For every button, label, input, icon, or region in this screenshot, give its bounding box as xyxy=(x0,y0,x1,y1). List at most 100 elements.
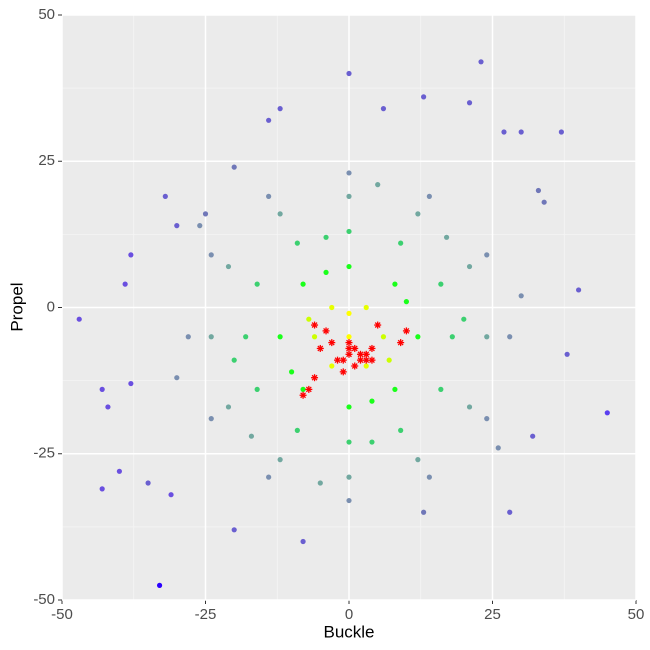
point xyxy=(392,281,398,287)
x-axis-title: Buckle xyxy=(323,622,374,641)
point xyxy=(604,410,610,416)
highlight-point xyxy=(345,350,353,358)
x-tick-label: -25 xyxy=(195,606,217,623)
point xyxy=(507,509,513,515)
point xyxy=(415,457,421,463)
star-stroke xyxy=(311,374,318,381)
point xyxy=(398,427,404,433)
point xyxy=(277,334,283,340)
point xyxy=(116,468,122,474)
point xyxy=(346,474,352,480)
highlight-point xyxy=(362,350,370,358)
point xyxy=(398,240,404,246)
star-stroke xyxy=(340,357,347,364)
star-stroke xyxy=(397,339,404,346)
highlight-point xyxy=(339,368,347,376)
star-stroke xyxy=(363,351,370,358)
point xyxy=(225,404,232,410)
point xyxy=(346,170,352,176)
star-stroke xyxy=(328,339,335,346)
star-stroke xyxy=(374,322,381,328)
star-stroke xyxy=(305,386,312,393)
point xyxy=(346,228,352,235)
point xyxy=(254,281,260,287)
point xyxy=(306,316,312,322)
point xyxy=(426,474,432,480)
point xyxy=(231,164,237,170)
point xyxy=(317,480,323,486)
point xyxy=(346,310,352,316)
point xyxy=(501,129,507,135)
point xyxy=(323,269,329,275)
point xyxy=(266,193,272,199)
point xyxy=(243,334,249,340)
y-tick-label: 25 xyxy=(38,152,55,169)
point xyxy=(466,263,473,270)
point xyxy=(156,582,163,588)
point xyxy=(484,252,490,258)
star-stroke xyxy=(340,368,347,375)
point xyxy=(277,211,283,217)
point xyxy=(466,404,473,410)
highlight-point xyxy=(316,344,324,352)
point xyxy=(202,211,209,217)
point xyxy=(484,416,490,422)
point xyxy=(76,316,82,322)
point xyxy=(128,252,134,258)
point xyxy=(375,182,381,188)
point xyxy=(380,334,387,340)
point xyxy=(346,70,352,77)
y-tick-label: -50 xyxy=(33,591,55,608)
highlight-point xyxy=(368,344,376,352)
point xyxy=(541,199,547,205)
star-stroke xyxy=(317,345,324,352)
highlight-point xyxy=(356,356,364,364)
star-stroke xyxy=(334,357,341,364)
point xyxy=(294,240,300,246)
point xyxy=(277,457,283,463)
star-stroke xyxy=(357,357,364,364)
point xyxy=(386,357,392,363)
point xyxy=(346,497,352,504)
point xyxy=(346,334,352,340)
point xyxy=(300,281,306,287)
point xyxy=(300,538,306,545)
point xyxy=(495,445,501,451)
point xyxy=(363,304,369,311)
point xyxy=(225,263,232,270)
point xyxy=(461,316,467,322)
point xyxy=(231,357,237,363)
star-stroke xyxy=(369,345,375,352)
point xyxy=(415,211,421,217)
point xyxy=(421,509,427,515)
point xyxy=(346,193,352,199)
point xyxy=(421,94,427,100)
point xyxy=(346,263,352,270)
point xyxy=(518,129,524,135)
point xyxy=(99,486,105,492)
point xyxy=(564,351,570,357)
star-stroke xyxy=(351,345,358,352)
star-stroke xyxy=(403,327,410,334)
point xyxy=(415,334,421,340)
y-axis-title: Propel xyxy=(7,282,26,331)
point xyxy=(369,439,375,445)
x-tick-label: 50 xyxy=(628,606,645,623)
point xyxy=(478,59,484,65)
point xyxy=(392,386,398,392)
point xyxy=(174,375,180,381)
highlight-point xyxy=(328,339,336,347)
point xyxy=(449,334,455,340)
point xyxy=(329,363,335,369)
point xyxy=(289,369,295,375)
point xyxy=(300,386,306,392)
highlight-point xyxy=(345,344,353,352)
highlight-point xyxy=(351,344,359,352)
point xyxy=(507,334,513,340)
highlight-point xyxy=(345,339,353,347)
point xyxy=(231,527,237,533)
point xyxy=(174,223,180,229)
highlight-point xyxy=(322,327,330,335)
star-stroke xyxy=(346,345,352,352)
